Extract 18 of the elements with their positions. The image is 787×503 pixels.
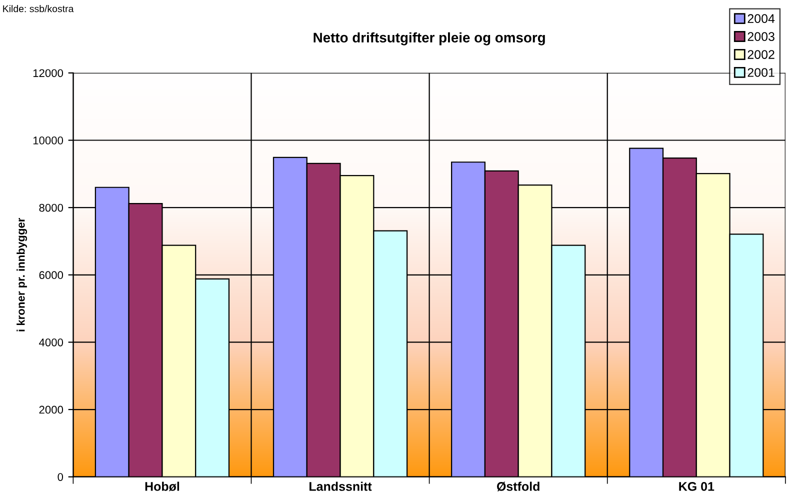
y-tick-label: 4000 [39,338,64,346]
x-tick-label: Landssnitt [310,482,372,491]
y-tick-label: 10000 [33,136,64,144]
x-tick-label: KG 01 [679,482,714,491]
x-tick-label: Hobøl [145,482,180,492]
legend-label: 2003 [748,32,774,41]
x-tick-label: Østfold [496,482,540,492]
legend-label: 2001 [748,68,774,77]
y-tick-label: 0 [58,473,64,481]
text: Kilde: ssb/kostra [3,5,74,12]
y-tick-label: 2000 [39,406,64,414]
y-axis-title: i kroner pr. innbygger [16,218,28,332]
legend-label: 2004 [748,14,775,24]
y-tick-label: 6000 [39,271,64,280]
legend-label: 2002 [748,50,774,59]
y-tick-label: 12000 [33,69,64,78]
chart-title: Netto driftsutgifter pleie og omsorg [314,32,545,46]
y-tick-label: 8000 [39,204,64,212]
